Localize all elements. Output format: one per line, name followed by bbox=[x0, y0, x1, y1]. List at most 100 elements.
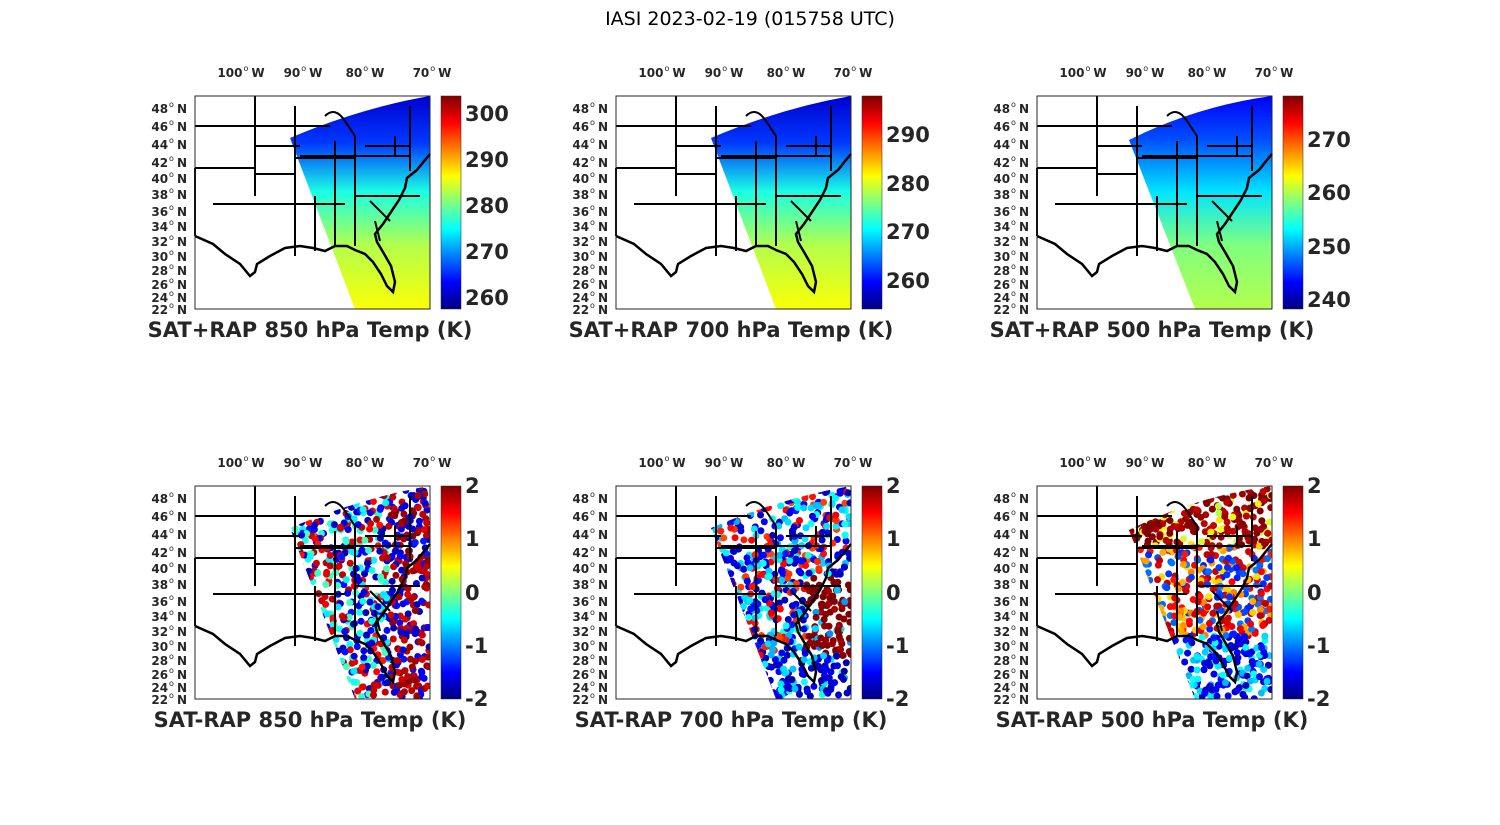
data-point bbox=[840, 563, 848, 571]
data-point bbox=[821, 622, 829, 630]
data-point bbox=[1180, 535, 1188, 543]
map-panel: 100o W 90o W 80o W 70o W 48o N 46o N 44o N 42o N 40o N 38o… bbox=[569, 64, 1036, 396]
data-point bbox=[392, 547, 400, 555]
data-point bbox=[360, 588, 368, 596]
data-point bbox=[776, 604, 784, 612]
data-point bbox=[1205, 568, 1213, 576]
data-point bbox=[1201, 689, 1209, 697]
data-point bbox=[420, 526, 428, 534]
longitude-label: 70o W bbox=[412, 64, 452, 80]
data-point bbox=[784, 518, 792, 526]
longitude-label: 100o W bbox=[217, 454, 265, 470]
longitude-label: 70o W bbox=[1254, 64, 1294, 80]
longitude-label: 100o W bbox=[1059, 454, 1107, 470]
data-point bbox=[778, 649, 786, 657]
map-plot bbox=[615, 485, 883, 700]
data-point bbox=[1223, 498, 1231, 506]
data-point bbox=[836, 489, 844, 497]
data-point bbox=[841, 531, 849, 539]
data-point bbox=[1217, 533, 1225, 541]
data-point bbox=[336, 523, 344, 531]
latitude-label: 38o N bbox=[993, 186, 1029, 202]
latitude-label: 48o N bbox=[151, 100, 187, 116]
data-point bbox=[777, 686, 785, 694]
longitude-label: 70o W bbox=[833, 454, 873, 470]
data-point bbox=[783, 651, 791, 659]
data-point bbox=[1248, 657, 1256, 665]
data-point bbox=[805, 569, 813, 577]
colorbar-tick-label: 260 bbox=[465, 285, 509, 310]
data-point bbox=[1249, 513, 1257, 521]
latitude-label: 36o N bbox=[151, 203, 187, 219]
data-point bbox=[1197, 538, 1205, 546]
data-point bbox=[817, 634, 825, 642]
data-point bbox=[815, 565, 823, 573]
latitude-label: 38o N bbox=[572, 576, 608, 592]
data-point bbox=[338, 553, 346, 561]
data-point bbox=[748, 582, 756, 590]
data-point bbox=[361, 570, 369, 578]
data-point bbox=[1205, 619, 1213, 627]
data-point bbox=[846, 499, 851, 507]
data-point bbox=[360, 647, 368, 655]
latitude-label: 46o N bbox=[993, 118, 1029, 134]
data-point bbox=[371, 526, 379, 534]
data-point bbox=[792, 555, 800, 563]
data-point bbox=[1245, 548, 1253, 556]
data-point bbox=[745, 613, 753, 621]
longitude-label: 100o W bbox=[638, 64, 686, 80]
data-point bbox=[1236, 625, 1244, 633]
latitude-label: 34o N bbox=[572, 218, 608, 234]
longitude-label: 90o W bbox=[704, 454, 744, 470]
data-point bbox=[411, 607, 419, 615]
latitude-label: 42o N bbox=[993, 154, 1029, 170]
data-point bbox=[1233, 687, 1241, 695]
data-point bbox=[810, 682, 818, 690]
data-point bbox=[415, 526, 423, 534]
data-point bbox=[383, 626, 391, 634]
data-point bbox=[348, 548, 356, 556]
data-point bbox=[818, 528, 826, 536]
data-point bbox=[1242, 512, 1250, 520]
data-point bbox=[342, 576, 350, 584]
data-point bbox=[390, 624, 398, 632]
colorbar bbox=[861, 485, 883, 700]
data-point bbox=[765, 567, 773, 575]
longitude-label: 80o W bbox=[345, 454, 385, 470]
data-point bbox=[322, 600, 330, 608]
data-point bbox=[1209, 609, 1217, 617]
data-point bbox=[363, 559, 371, 567]
data-point bbox=[1193, 506, 1201, 514]
data-point bbox=[406, 655, 414, 663]
data-point bbox=[780, 665, 788, 673]
panel-title: SAT-RAP 700 hPa Temp (K) bbox=[574, 708, 888, 732]
colorbar-tick-label: 300 bbox=[465, 101, 509, 126]
data-point bbox=[383, 594, 391, 602]
colorbar-tick-label: -1 bbox=[1307, 633, 1331, 658]
data-point bbox=[733, 562, 741, 570]
data-point bbox=[1267, 562, 1272, 570]
data-point bbox=[1238, 541, 1246, 549]
data-point bbox=[404, 673, 412, 681]
data-point bbox=[800, 656, 808, 664]
data-point bbox=[350, 667, 358, 675]
data-point bbox=[780, 656, 788, 664]
latitude-label: 46o N bbox=[993, 508, 1029, 524]
data-point bbox=[401, 502, 409, 510]
colorbar-tick-label: 2 bbox=[465, 474, 480, 498]
data-point bbox=[1215, 509, 1223, 517]
data-point bbox=[370, 686, 378, 694]
latitude-label: 22o N bbox=[572, 301, 608, 317]
data-point bbox=[385, 522, 393, 530]
data-point bbox=[823, 522, 831, 530]
longitude-label: 100o W bbox=[1059, 64, 1107, 80]
latitude-label: 44o N bbox=[572, 526, 608, 542]
data-point bbox=[785, 570, 793, 578]
data-point bbox=[786, 557, 794, 565]
data-point bbox=[414, 563, 422, 571]
data-point bbox=[769, 646, 777, 654]
map-plot bbox=[1036, 95, 1304, 310]
data-point bbox=[778, 566, 786, 574]
data-point bbox=[376, 547, 384, 555]
data-point bbox=[791, 685, 799, 693]
